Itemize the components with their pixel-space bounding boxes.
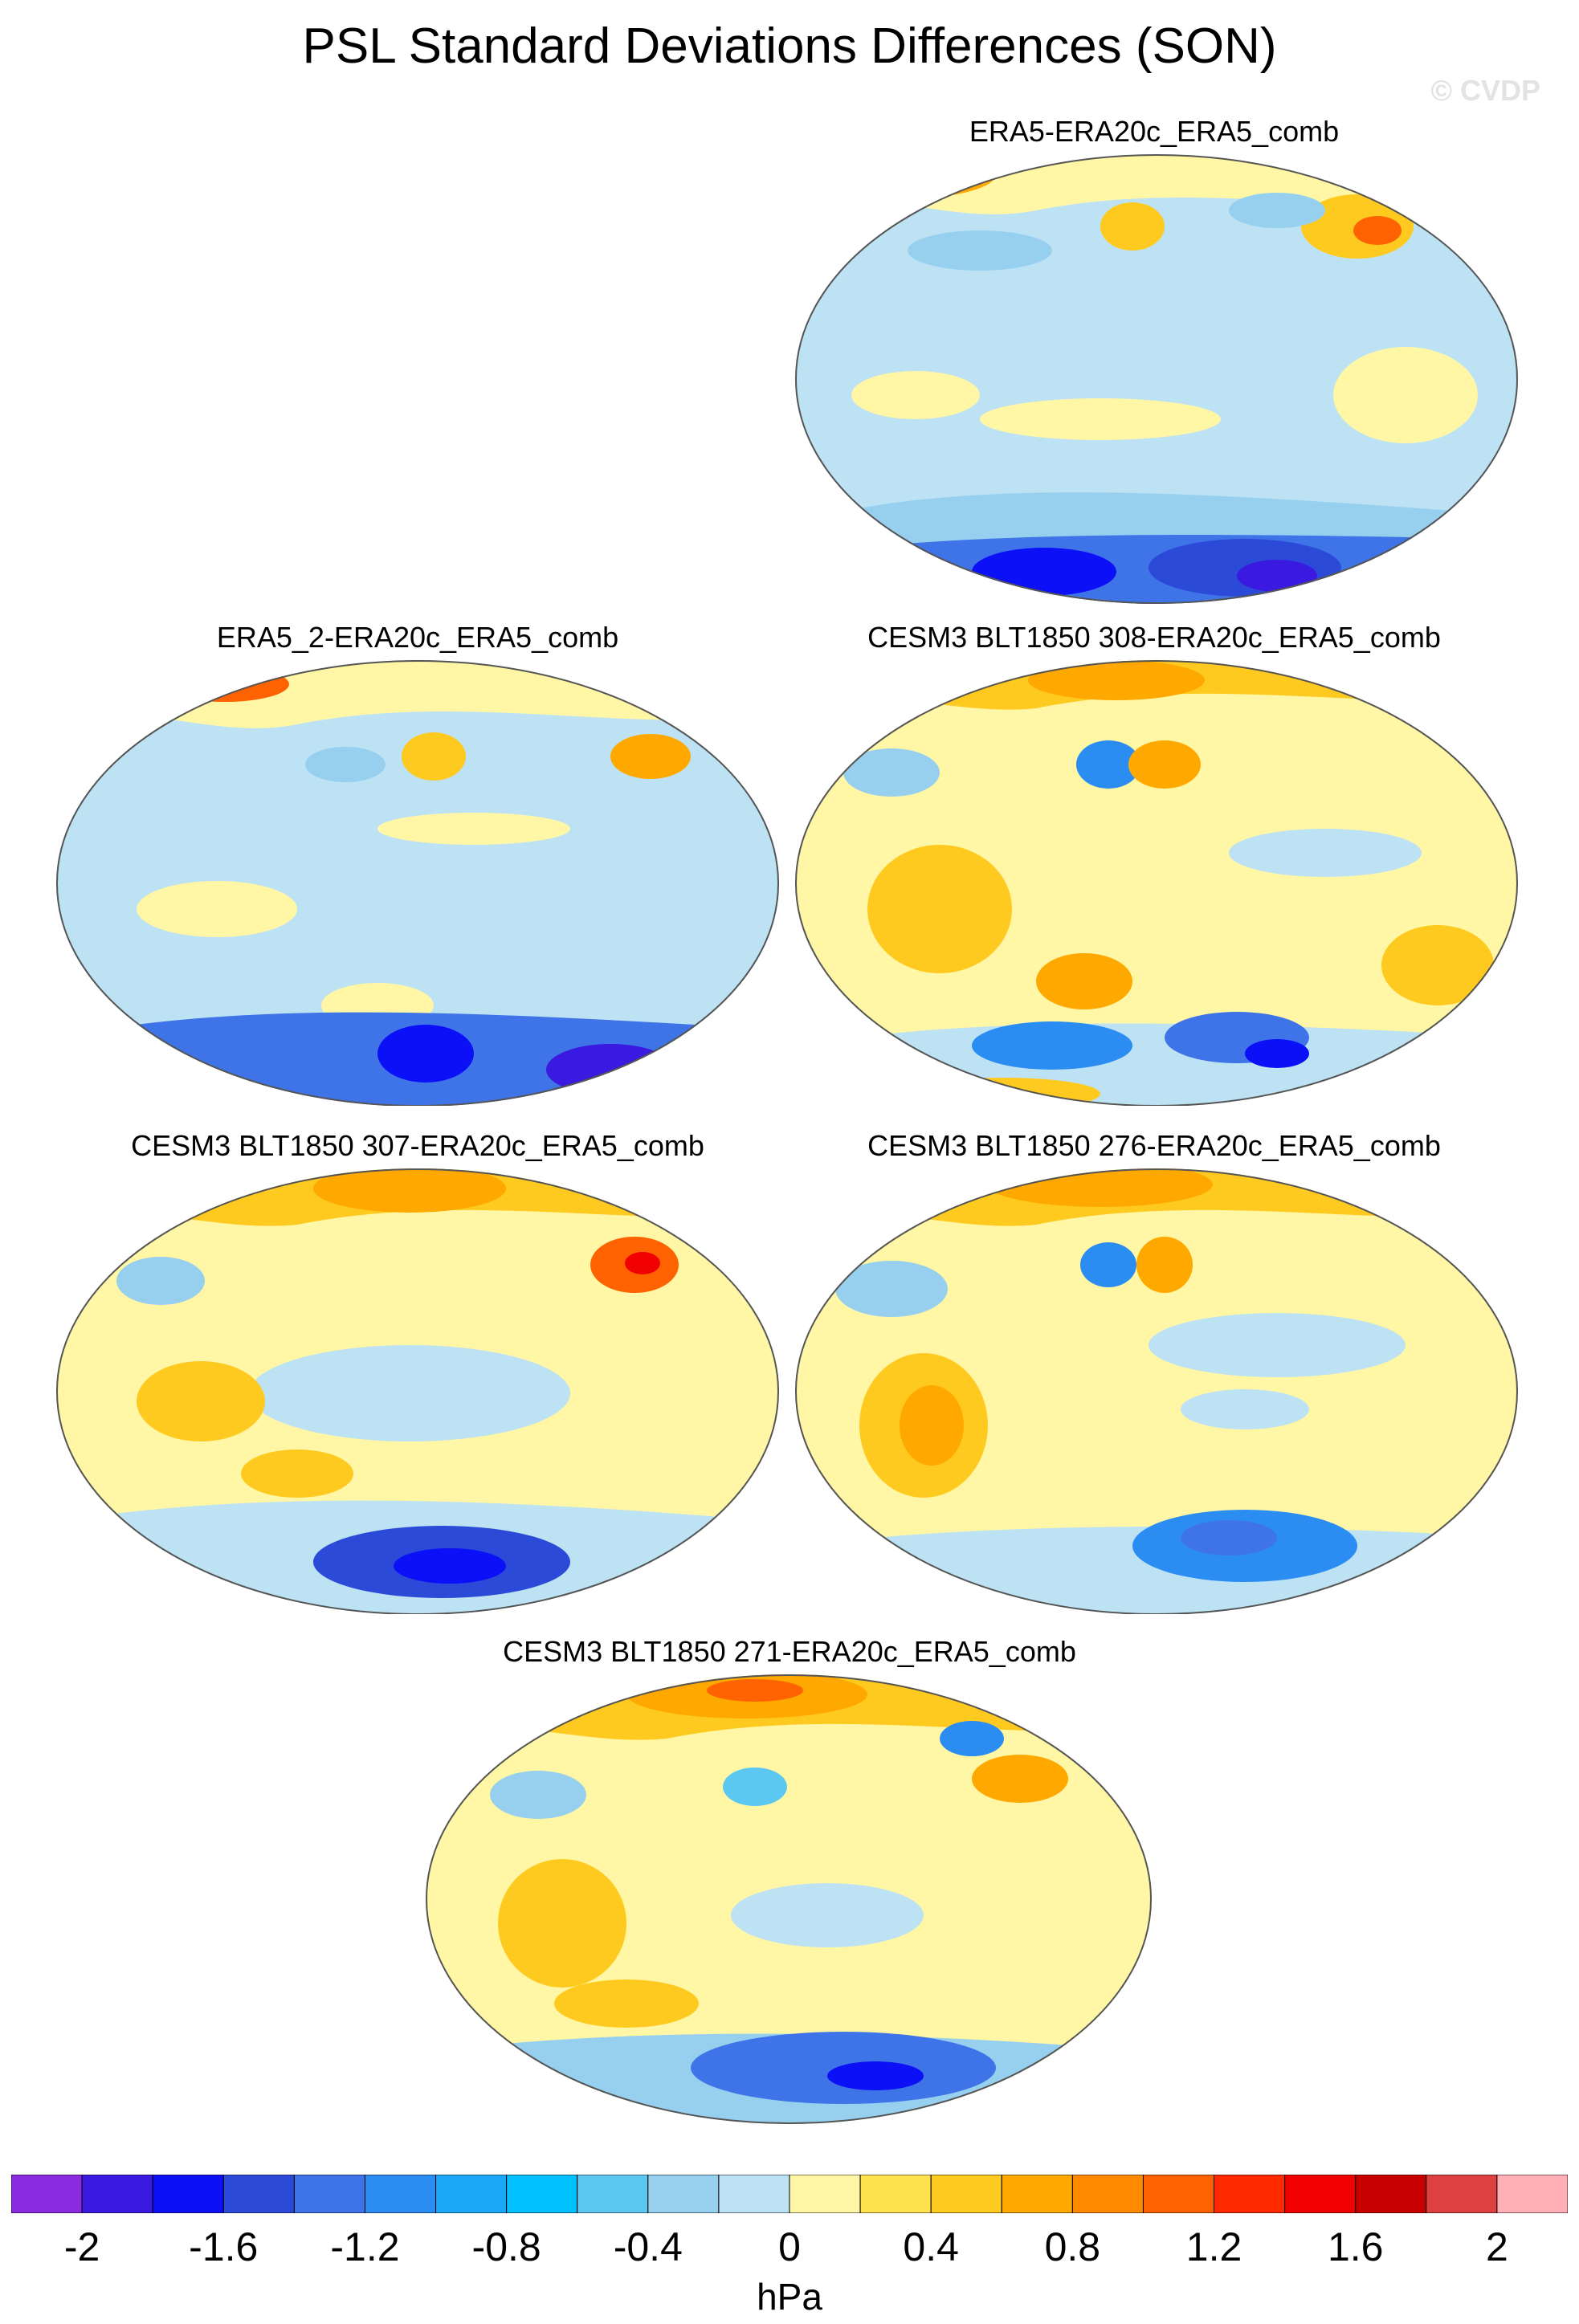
colorbar-swatch: [930, 2175, 1002, 2213]
panel-label-1: ERA5-ERA20c_ERA5_comb: [969, 115, 1340, 148]
colorbar-swatch: [1071, 2175, 1144, 2213]
map-panel-2: [56, 660, 779, 1106]
colorbar-tick-label: -1.2: [330, 2224, 400, 2269]
colorbar-swatch: [506, 2175, 578, 2213]
colorbar-swatch: [1496, 2175, 1568, 2213]
colorbar-tick-label: -0.4: [613, 2224, 683, 2269]
colorbar-swatch: [364, 2175, 437, 2213]
colorbar-swatch: [789, 2175, 861, 2213]
panel-label-5: CESM3 BLT1850 276-ERA20c_ERA5_comb: [867, 1129, 1441, 1162]
colorbar-swatch: [1142, 2175, 1215, 2213]
colorbar-unit-label: hPa: [757, 2276, 822, 2318]
panel-label-6: CESM3 BLT1850 271-ERA20c_ERA5_comb: [503, 1635, 1076, 1668]
colorbar-swatch: [1284, 2175, 1357, 2213]
watermark: © CVDP: [1430, 74, 1540, 107]
colorbar-swatch: [293, 2175, 365, 2213]
colorbar-swatch: [81, 2175, 153, 2213]
colorbar-tick-label: 0: [778, 2224, 801, 2269]
panel-label-3: CESM3 BLT1850 308-ERA20c_ERA5_comb: [867, 621, 1441, 654]
colorbar-tick-label: 1.2: [1185, 2224, 1242, 2269]
colorbar-swatch: [1426, 2175, 1498, 2213]
colorbar-swatch: [222, 2175, 295, 2213]
colorbar-tick-label: -0.8: [471, 2224, 541, 2269]
colorbar-swatch: [11, 2175, 83, 2213]
colorbar-tick-label: -1.6: [189, 2224, 259, 2269]
colorbar: [11, 2175, 1568, 2213]
colorbar-swatch: [1355, 2175, 1427, 2213]
colorbar-swatch: [859, 2175, 932, 2213]
colorbar-tick-label: 0.8: [1044, 2224, 1101, 2269]
colorbar-swatch: [435, 2175, 508, 2213]
colorbar-tick-label: 0.4: [903, 2224, 959, 2269]
colorbar-swatch: [647, 2175, 720, 2213]
panel-label-2: ERA5_2-ERA20c_ERA5_comb: [216, 621, 619, 654]
colorbar-swatch: [718, 2175, 790, 2213]
colorbar-swatch: [152, 2175, 224, 2213]
colorbar-swatch: [1001, 2175, 1073, 2213]
colorbar-tick-label: 1.6: [1327, 2224, 1384, 2269]
figure-title: PSL Standard Deviations Differences (SON…: [302, 18, 1277, 74]
panel-label-4: CESM3 BLT1850 307-ERA20c_ERA5_comb: [131, 1129, 704, 1162]
map-panel-3: [795, 660, 1518, 1106]
map-panel-4: [56, 1168, 779, 1614]
colorbar-swatch: [577, 2175, 649, 2213]
map-panel-1: [795, 154, 1518, 604]
colorbar-tick-label: 2: [1486, 2224, 1508, 2269]
colorbar-swatch: [1214, 2175, 1286, 2213]
map-panel-5: [795, 1168, 1518, 1614]
colorbar-tick-label: -2: [63, 2224, 100, 2269]
map-panel-6: [426, 1674, 1152, 2124]
